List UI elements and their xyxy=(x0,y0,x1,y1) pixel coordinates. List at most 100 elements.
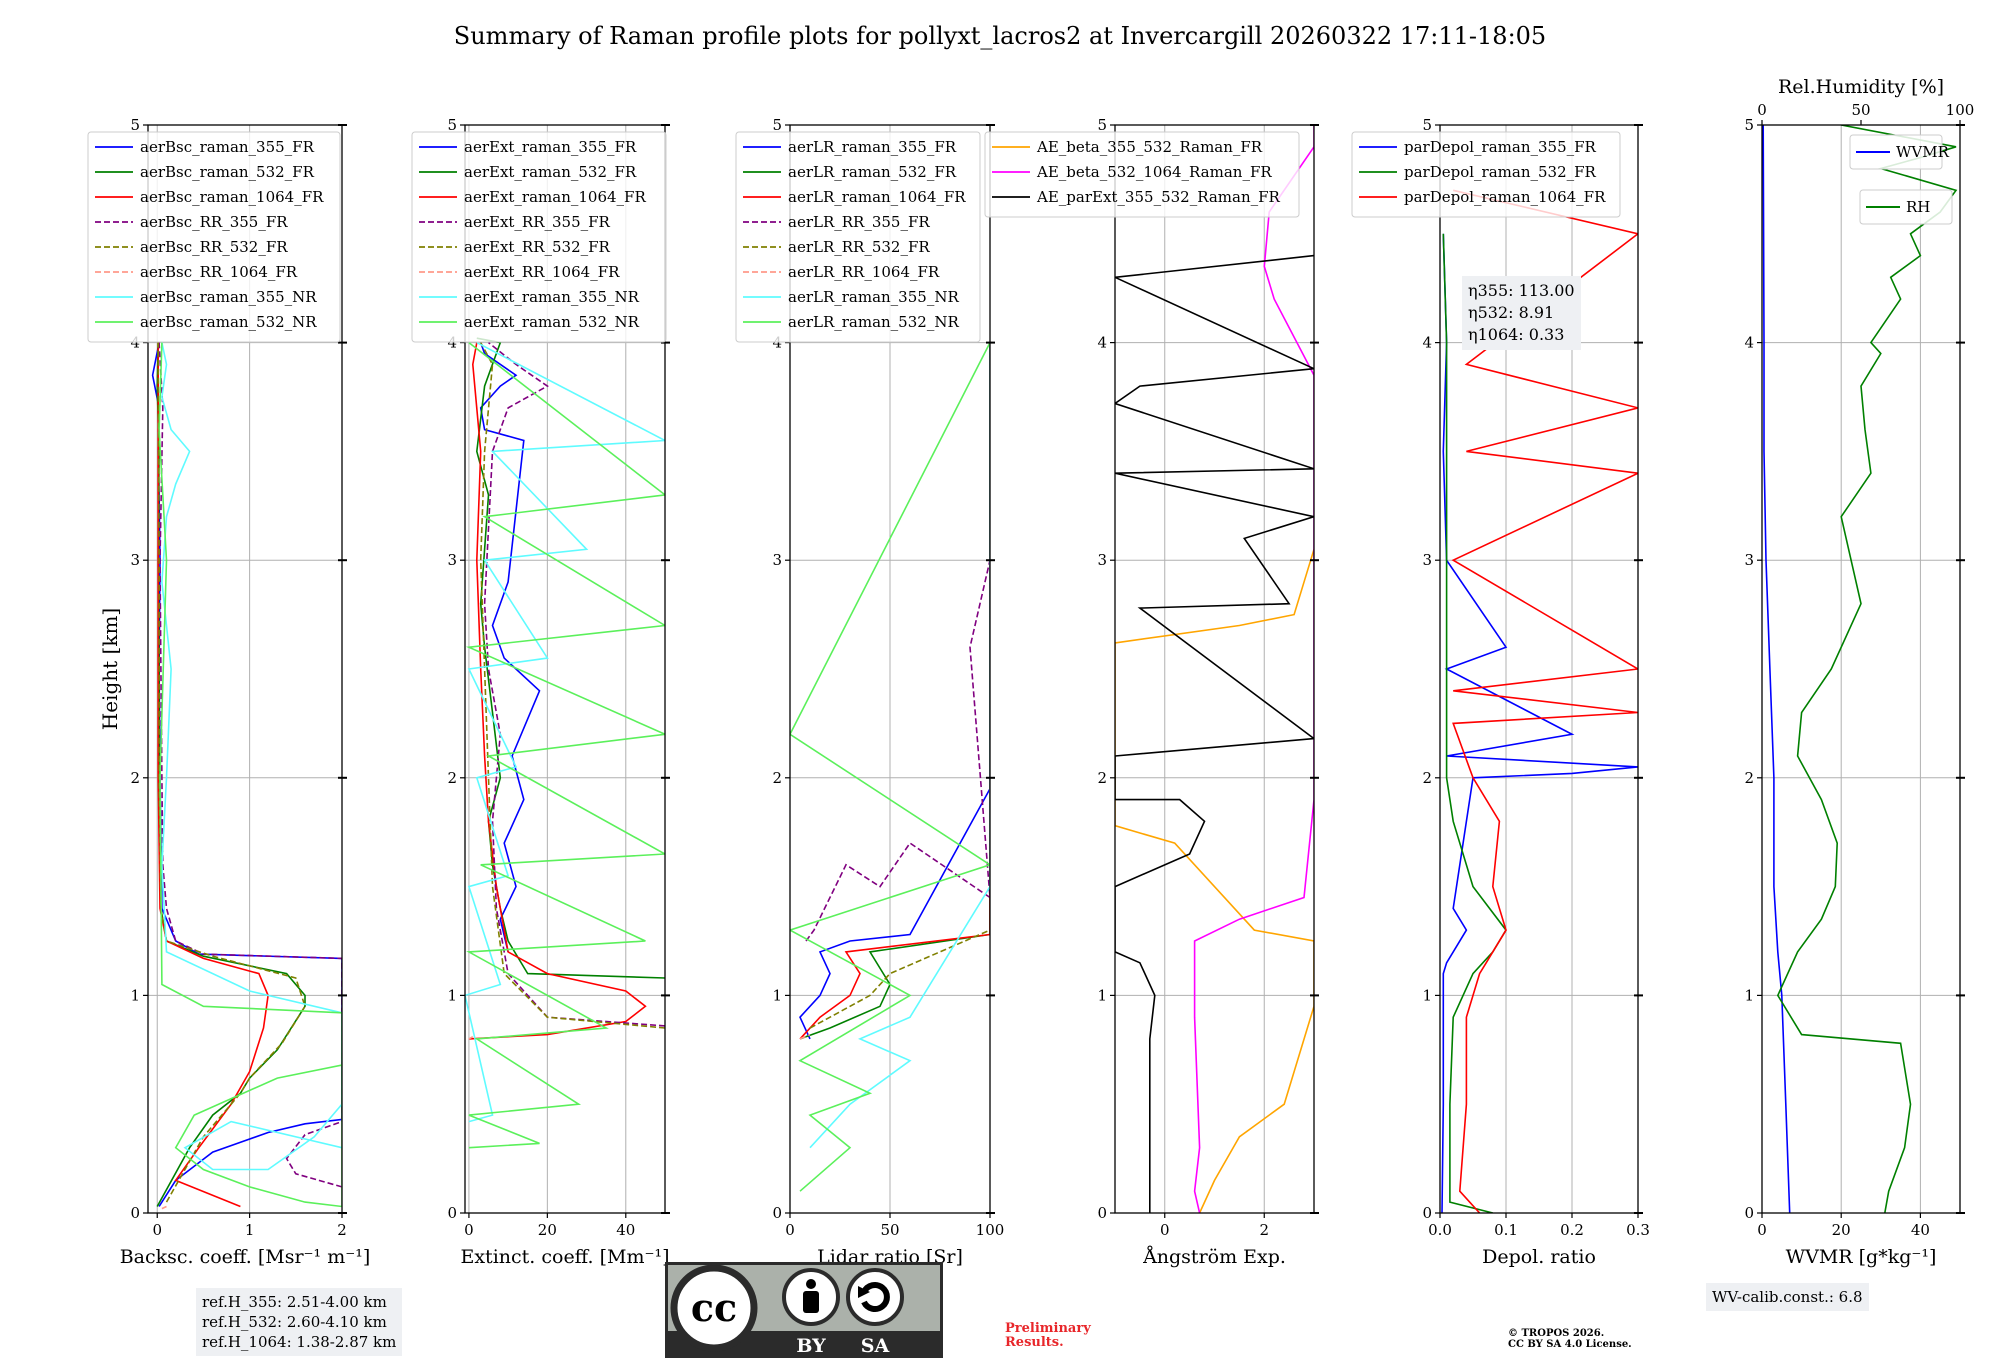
y-tick-label: 5 xyxy=(1422,116,1432,134)
series-line-aerExt_raman_532_NR xyxy=(465,341,665,1149)
legend-label: aerLR_RR_1064_FR xyxy=(788,263,940,281)
y-tick-label: 4 xyxy=(130,334,140,352)
y-tick-label: 2 xyxy=(1422,769,1432,787)
eta-box: η355: 113.00 η532: 8.91 η1064: 0.33 xyxy=(1462,276,1581,350)
x-axis-label: WVMR [g*kg⁻¹] xyxy=(1786,1246,1937,1268)
axes-frame xyxy=(1114,124,1315,1214)
legend-label: aerBsc_raman_532_NR xyxy=(140,313,317,331)
sa-label: SA xyxy=(861,1335,890,1357)
legend-box xyxy=(1351,131,1621,218)
series-line-aerExt_raman_355_FR xyxy=(479,342,541,953)
y-tick-label: 4 xyxy=(447,334,457,352)
legend-label: aerBsc_RR_1064_FR xyxy=(140,263,298,281)
legend-label: aerBsc_RR_355_FR xyxy=(140,213,288,231)
legend-box xyxy=(1849,134,1943,170)
y-tick-label: 3 xyxy=(1744,551,1754,569)
y-tick-label: 1 xyxy=(1744,986,1754,1004)
series-line-aerLR_raman_355_FR xyxy=(799,342,990,1040)
y-tick-label: 0 xyxy=(447,1204,457,1222)
legend-angstrom: AE_beta_355_532_Raman_FR AE_beta_532_1064… xyxy=(984,131,1300,218)
y-tick-label: 2 xyxy=(130,769,140,787)
y-tick-label: 4 xyxy=(772,334,782,352)
ref-height-1064: ref.H_1064: 1.38-2.87 km xyxy=(202,1333,397,1351)
x-tick-label: 0.3 xyxy=(1626,1221,1650,1239)
reference-height-box: ref.H_355: 2.51-4.00 km ref.H_532: 2.60-… xyxy=(196,1288,403,1356)
x-tick-label: 100 xyxy=(976,1221,1005,1239)
legend-label: aerLR_raman_532_FR xyxy=(788,163,957,181)
copyright-line-2: CC BY SA 4.0 License. xyxy=(1508,1339,1632,1350)
y-tick-label: 3 xyxy=(772,551,782,569)
cc-by-sa-badge: cc BY SA xyxy=(665,1262,943,1358)
series-line-aerLR_raman_532_NR xyxy=(790,342,990,1192)
series-line-aerExt_RR_355_FR xyxy=(483,341,665,1027)
legend-label: aerBsc_RR_532_FR xyxy=(140,238,288,256)
x2-axis-label: Rel.Humidity [%] xyxy=(1778,76,1944,98)
y-tick-label: 1 xyxy=(1097,986,1107,1004)
legend-label: aerLR_raman_355_FR xyxy=(788,138,957,156)
x-tick-label: 40 xyxy=(1911,1221,1930,1239)
y-tick-label: 4 xyxy=(1422,334,1432,352)
panel-angstrom: 0 1 2 3 4 5 0 2 Ångström Exp. AE_beta_355_532_Ram… xyxy=(984,116,1319,1268)
series-line-parDepol_raman_355_FR xyxy=(1441,233,1638,1213)
legend-extinction: aerExt_raman_355_FR aerExt_raman_532_FRae… xyxy=(411,131,667,343)
x-tick-label: 20 xyxy=(1832,1221,1851,1239)
y-tick-label: 1 xyxy=(130,986,140,1004)
axes-frame xyxy=(147,124,343,1214)
x-tick-label: 0 xyxy=(1160,1221,1170,1239)
preliminary-line-1: Preliminary xyxy=(1005,1321,1091,1336)
y-tick-label: 2 xyxy=(1097,769,1107,787)
y-tick-label: 0 xyxy=(1097,1204,1107,1222)
legend-label: AE_beta_532_1064_Raman_FR xyxy=(1036,163,1272,181)
legend-box xyxy=(984,131,1300,218)
series-line-aerBsc_RR_532_FR xyxy=(157,342,306,1203)
legend-label: aerBsc_raman_355_NR xyxy=(140,288,317,306)
series-line-aerBsc_raman_355_NR xyxy=(161,342,342,1171)
x2-tick-label: 50 xyxy=(1851,101,1870,119)
eta-532: η532: 8.91 xyxy=(1468,303,1555,322)
legend-box xyxy=(1859,189,1953,225)
x-tick-label: 20 xyxy=(538,1221,557,1239)
preliminary-note: Preliminary Results. xyxy=(1005,1322,1091,1350)
x-tick-label: 2 xyxy=(337,1221,347,1239)
y-tick-label: 2 xyxy=(1744,769,1754,787)
x-axis-label: Backsc. coeff. [Msr⁻¹ m⁻¹] xyxy=(120,1246,371,1268)
y-tick-label: 0 xyxy=(772,1204,782,1222)
legend-label: parDepol_raman_1064_FR xyxy=(1404,188,1606,206)
figure-title: Summary of Raman profile plots for polly… xyxy=(453,22,1547,50)
y-tick-label: 4 xyxy=(1097,334,1107,352)
x-axis-label: Ångström Exp. xyxy=(1142,1246,1286,1268)
y-tick-label: 3 xyxy=(130,551,140,569)
axes-frame xyxy=(1761,124,1961,1214)
panel-extinction: 0 1 2 3 4 5 0 20 40 Extinct. coeff. [Mm⁻¹] aerExt_… xyxy=(411,116,670,1268)
legend-label: aerLR_RR_355_FR xyxy=(788,213,930,231)
series-line-AE_beta_355_532_Raman_FR xyxy=(1115,549,1314,1213)
x-axis-label: Extinct. coeff. [Mm⁻¹] xyxy=(460,1246,669,1268)
cc-logo-text: cc xyxy=(691,1285,737,1330)
legend-label: parDepol_raman_532_FR xyxy=(1404,163,1597,181)
ref-height-355: ref.H_355: 2.51-4.00 km xyxy=(202,1293,387,1311)
x-tick-label: 1 xyxy=(245,1221,255,1239)
sa-icon xyxy=(846,1268,904,1326)
x2-tick-label: 0 xyxy=(1757,101,1767,119)
legend-label: aerExt_RR_532_FR xyxy=(464,238,611,256)
legend-label: aerLR_raman_355_NR xyxy=(788,288,959,306)
y-tick-label: 1 xyxy=(447,986,457,1004)
legend-lidar_ratio: aerLR_raman_355_FR aerLR_raman_532_FR aerL… xyxy=(735,131,981,343)
axes-frame xyxy=(464,124,666,1214)
legend-label: aerExt_raman_355_NR xyxy=(464,288,640,306)
series-line-aerBsc_raman_532_NR xyxy=(158,342,342,1208)
series-line-AE_beta_532_1064_Raman_FR xyxy=(1193,125,1314,1213)
series-line-aerLR_RR_532_FR xyxy=(809,929,990,1029)
x-tick-label: 2 xyxy=(1259,1221,1269,1239)
x-tick-label: 50 xyxy=(880,1221,899,1239)
copyright-note: © TROPOS 2026. CC BY SA 4.0 License. xyxy=(1508,1328,1632,1350)
y-tick-label: 2 xyxy=(447,769,457,787)
x-tick-label: 0 xyxy=(152,1221,162,1239)
y-tick-label: 0 xyxy=(1422,1204,1432,1222)
series-line-aerLR_raman_532_FR xyxy=(799,342,990,1040)
copyright-line-1: © TROPOS 2026. xyxy=(1508,1328,1605,1339)
x-tick-label: 0.0 xyxy=(1428,1221,1452,1239)
